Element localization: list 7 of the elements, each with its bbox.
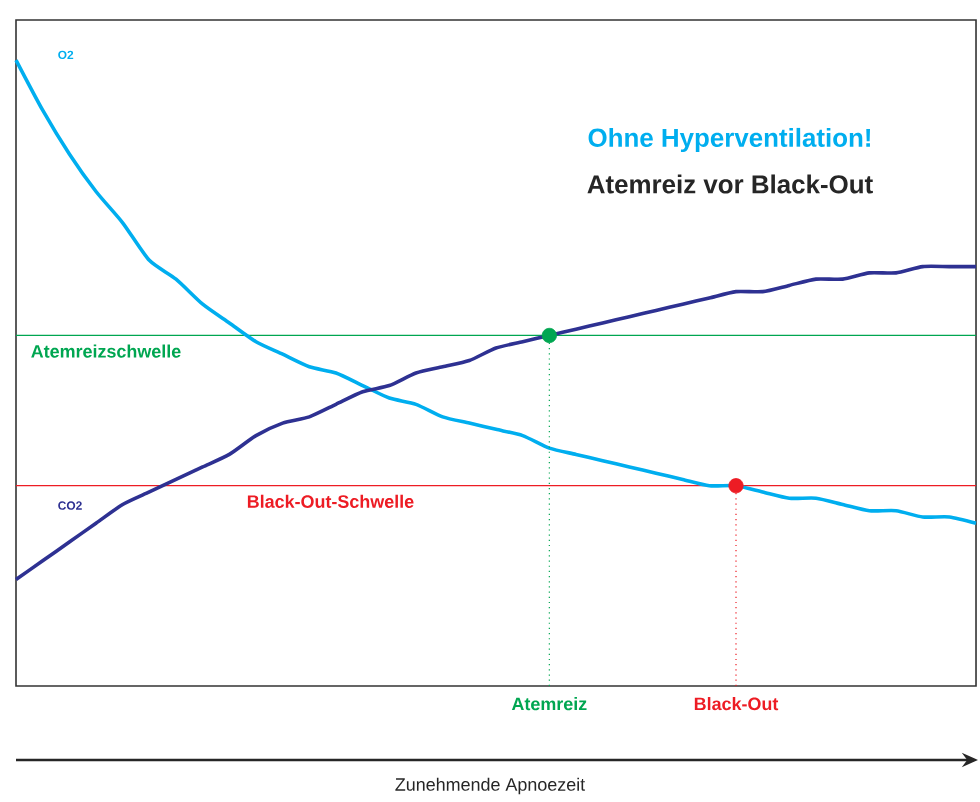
x-tick-label: Black-Out — [694, 697, 779, 711]
text: Atemreiz vor Black-Out — [587, 174, 873, 194]
x-axis-title: Zunehmende Apnoezeit — [395, 777, 586, 795]
ref-line-label: Black-Out-Schwelle — [247, 494, 414, 508]
text: Ohne Hyperventilation! — [588, 127, 871, 153]
ref-line-label: Atemreizschwelle — [31, 344, 181, 358]
x-tick-label: Atemreiz — [511, 697, 587, 711]
